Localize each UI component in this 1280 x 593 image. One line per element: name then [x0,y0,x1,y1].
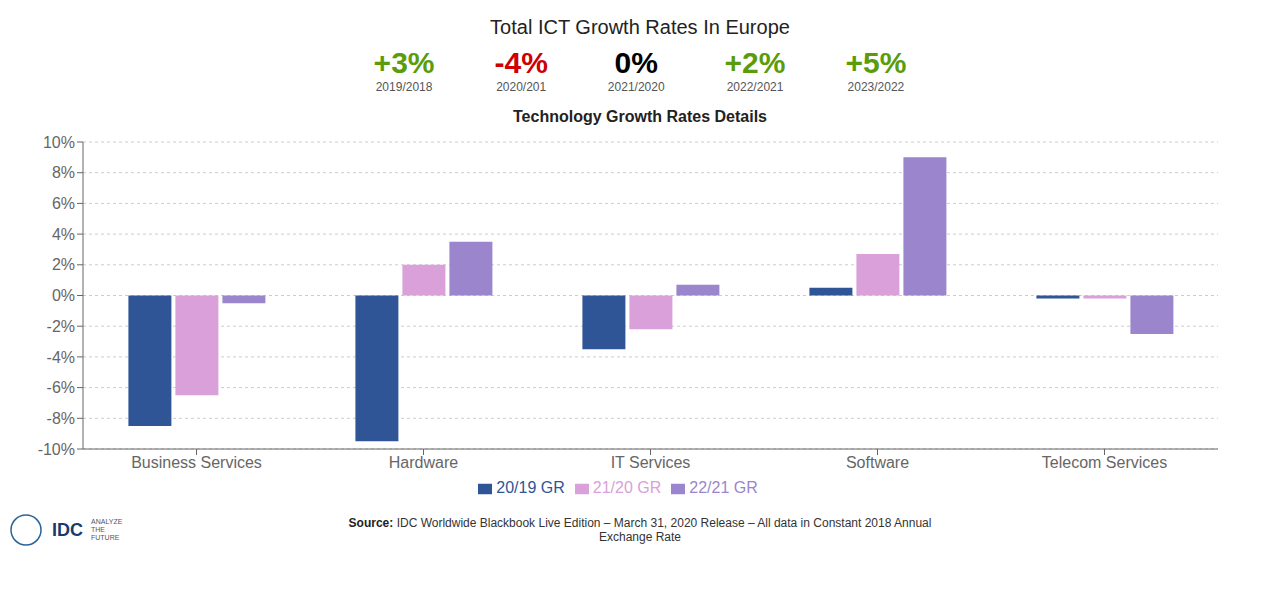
svg-text:-8%: -8% [47,410,75,427]
svg-text:-2%: -2% [47,318,75,335]
svg-text:-10%: -10% [38,441,75,458]
html-text:IDC: IDC [52,519,83,540]
svg-text:-4%: -4% [47,349,75,366]
html-text:Exchange Rate: Exchange Rate [599,530,681,544]
svg-text:10%: 10% [43,134,75,151]
svg-text:6%: 6% [52,195,75,212]
html-text:Technology Growth Rates Detail: Technology Growth Rates Details [513,108,767,125]
html-text:+5%: +5% [845,46,907,79]
html-text:+2%: +2% [724,46,786,79]
svg-text:Business Services: Business Services [131,454,262,471]
svg-text:IT Services: IT Services [611,454,691,471]
svg-text:Software: Software [846,454,909,471]
svg-text:Telecom Services: Telecom Services [1042,454,1167,471]
html-text:2021/2020: 2021/2020 [607,80,665,94]
html-text:20/19 GR: 20/19 GR [496,479,565,496]
svg-text:Hardware: Hardware [389,454,458,471]
html-text:2022/2021: 2022/2021 [726,80,784,94]
html-text:ANALYZE: ANALYZE [91,518,123,526]
html-text:Total ICT Growth Rates In Euro: Total ICT Growth Rates In Europe [490,16,790,38]
html-text:2020/201: 2020/201 [496,80,547,94]
svg-text:2%: 2% [52,256,75,273]
svg-text:-6%: -6% [47,379,75,396]
svg-text:0%: 0% [52,287,75,304]
html-text:2019/2018: 2019/2018 [375,80,433,94]
html-text:FUTURE: FUTURE [91,533,120,541]
svg-text:8%: 8% [52,164,75,181]
html-text:-4%: -4% [494,46,548,79]
html-text:Source: IDC Worldwide Blackboo: Source: IDC Worldwide Blackbook Live Edi… [348,516,932,530]
html-text:+3%: +3% [373,46,435,79]
html-text:2023/2022: 2023/2022 [847,80,905,94]
html-text:0%: 0% [614,46,658,79]
html-text:22/21 GR: 22/21 GR [689,479,758,496]
svg-text:4%: 4% [52,226,75,243]
html-text:THE: THE [91,526,105,534]
html-text:21/20 GR: 21/20 GR [592,479,662,496]
